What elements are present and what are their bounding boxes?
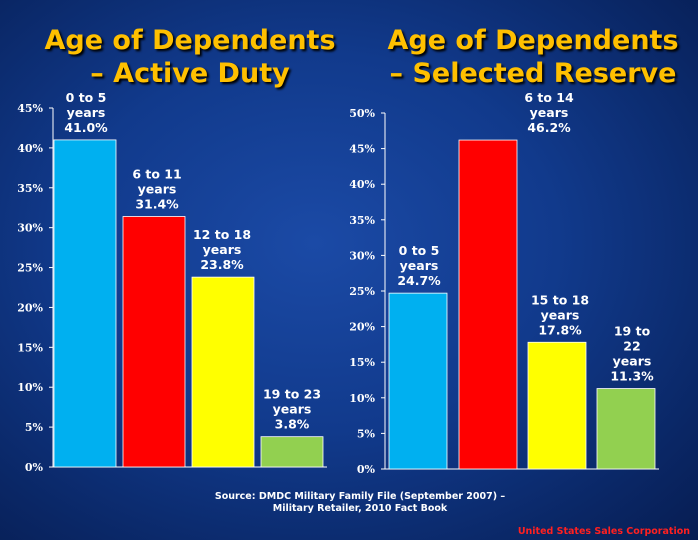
chart-title-active-duty: Age of Dependents – Active Duty [30, 24, 350, 90]
data-label-fourth: years [613, 354, 652, 369]
y-tick-label: 10% [17, 381, 43, 394]
data-label-third: 23.8% [200, 257, 244, 272]
data-label-second: 6 to 11 [132, 166, 181, 181]
data-label-third: 15 to 18 [531, 292, 589, 307]
y-tick-label: 10% [349, 392, 375, 405]
y-tick-label: 5% [25, 421, 44, 434]
data-label-fourth: 11.3% [610, 369, 654, 384]
data-label-first: years [67, 105, 106, 120]
y-tick-label: 20% [349, 321, 375, 334]
data-label-first: years [400, 258, 439, 273]
chart-title-line: Age of Dependents [44, 25, 336, 56]
y-tick-label: 25% [17, 262, 43, 275]
y-tick-label: 40% [17, 142, 43, 155]
y-tick-label: 5% [357, 427, 376, 440]
data-label-fourth: 19 to [614, 324, 651, 339]
chart-title-line: Age of Dependents [387, 25, 679, 56]
y-tick-label: 25% [349, 285, 375, 298]
bar-first [388, 292, 448, 470]
y-tick-label: 40% [349, 178, 375, 191]
y-tick-label: 15% [17, 341, 43, 354]
data-label-second: years [530, 105, 569, 120]
data-label-third: 12 to 18 [193, 227, 251, 242]
data-label-third: years [203, 242, 242, 257]
data-label-third: years [541, 307, 580, 322]
y-tick-label: 30% [17, 222, 43, 235]
data-label-second: 31.4% [135, 196, 179, 211]
y-tick-label: 45% [349, 143, 375, 156]
bar-third [191, 276, 255, 468]
y-tick-label: 30% [349, 249, 375, 262]
source-line: Source: DMDC Military Family File (Septe… [214, 491, 506, 502]
y-tick-label: 45% [17, 102, 43, 115]
y-tick-label: 35% [349, 214, 375, 227]
data-label-first: 0 to 5 [399, 243, 440, 258]
data-label-third: 17.8% [538, 322, 582, 337]
data-label-first: 41.0% [64, 120, 108, 135]
y-tick-label: 0% [357, 463, 376, 476]
y-tick-label: 50% [349, 107, 375, 120]
y-tick-label: 20% [17, 301, 43, 314]
y-tick-label: 35% [17, 182, 43, 195]
bar-fourth [260, 436, 324, 468]
data-label-fourth: 3.8% [275, 417, 310, 432]
y-tick-label: 15% [349, 356, 375, 369]
bar-fourth [596, 388, 656, 470]
data-label-second: years [138, 181, 177, 196]
chart-title-line: – Active Duty [90, 58, 290, 89]
data-label-fourth: 22 [623, 339, 640, 354]
bar-first [53, 139, 117, 468]
data-label-second: 46.2% [527, 120, 571, 135]
chart-title-selected-reserve: Age of Dependents – Selected Reserve [368, 24, 698, 90]
y-tick-label: 0% [25, 461, 44, 474]
source-line: Military Retailer, 2010 Fact Book [272, 503, 448, 514]
bar-second [458, 139, 518, 470]
data-label-first: 24.7% [397, 273, 441, 288]
data-label-fourth: 19 to 23 [263, 387, 321, 402]
bar-second [122, 216, 186, 468]
data-label-first: 0 to 5 [66, 90, 107, 105]
source-note: Source: DMDC Military Family File (Septe… [150, 491, 570, 515]
data-label-fourth: years [273, 402, 312, 417]
chart-title-line: – Selected Reserve [389, 58, 677, 89]
data-label-second: 6 to 14 [524, 90, 574, 105]
bar-third [527, 341, 587, 470]
corporation-label: United States Sales Corporation [517, 526, 690, 537]
